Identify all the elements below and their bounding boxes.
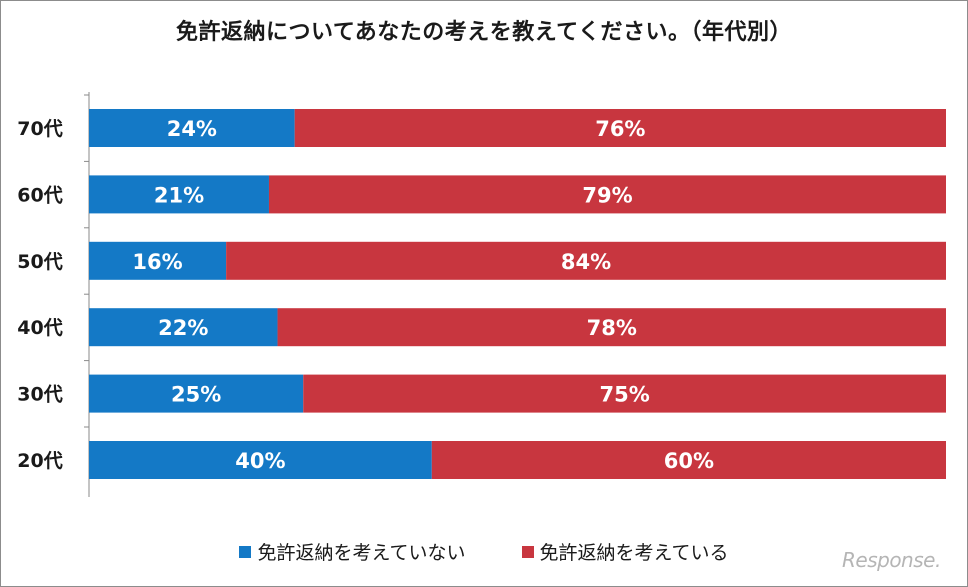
legend-label-not-considering: 免許返納を考えていない bbox=[257, 542, 466, 564]
category-label: 30代 bbox=[17, 384, 62, 406]
bar-segment-not-considering bbox=[89, 441, 432, 479]
bar-segment-considering bbox=[277, 308, 946, 347]
legend-item-considering: 免許返納を考えている bbox=[521, 538, 729, 565]
data-label-considering: 60% bbox=[664, 449, 714, 473]
data-label-considering: 78% bbox=[587, 316, 637, 340]
category-label: 60代 bbox=[17, 184, 62, 206]
bar-segment-not-considering bbox=[89, 374, 304, 413]
bar-segment-considering bbox=[294, 109, 946, 147]
legend: 免許返納を考えていない 免許返納を考えている bbox=[0, 538, 968, 565]
bar-segment-considering bbox=[226, 241, 946, 280]
chart-title: 免許返納についてあなたの考えを教えてください。（年代別） bbox=[176, 20, 792, 45]
bar-segment-not-considering bbox=[89, 109, 295, 147]
category-label: 70代 bbox=[17, 118, 62, 140]
bar-segment-considering bbox=[431, 441, 946, 479]
bar-segment-not-considering bbox=[89, 175, 269, 214]
data-label-not-considering: 24% bbox=[167, 117, 217, 141]
category-label: 50代 bbox=[17, 251, 62, 273]
bar-segment-not-considering bbox=[89, 308, 278, 347]
bar-segment-not-considering bbox=[89, 241, 227, 280]
bar-segment-considering bbox=[268, 175, 947, 214]
data-label-considering: 76% bbox=[595, 117, 645, 141]
legend-label-considering: 免許返納を考えている bbox=[539, 542, 729, 564]
data-label-considering: 79% bbox=[582, 183, 632, 207]
category-label: 20代 bbox=[17, 450, 62, 472]
data-label-considering: 84% bbox=[561, 250, 611, 274]
legend-swatch-considering bbox=[521, 545, 534, 558]
data-label-not-considering: 25% bbox=[171, 383, 221, 407]
legend-swatch-not-considering bbox=[239, 545, 252, 558]
bar-segment-considering bbox=[303, 374, 946, 413]
data-label-not-considering: 21% bbox=[154, 183, 204, 207]
data-label-not-considering: 16% bbox=[132, 250, 182, 274]
watermark-logo: Response. bbox=[842, 548, 941, 572]
data-label-not-considering: 22% bbox=[158, 316, 208, 340]
category-label: 40代 bbox=[17, 317, 62, 339]
legend-item-not-considering: 免許返納を考えていない bbox=[239, 538, 466, 565]
data-label-considering: 75% bbox=[599, 383, 649, 407]
data-label-not-considering: 40% bbox=[235, 449, 285, 473]
